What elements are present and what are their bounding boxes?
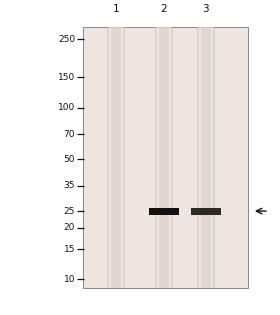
- Text: 35: 35: [64, 181, 75, 191]
- Text: 150: 150: [58, 73, 75, 82]
- Text: 250: 250: [58, 35, 75, 44]
- Bar: [108, 27, 125, 288]
- Text: 100: 100: [58, 103, 75, 112]
- Bar: [171, 27, 173, 288]
- Text: 50: 50: [64, 155, 75, 164]
- Bar: [149, 208, 179, 215]
- Bar: [83, 27, 248, 288]
- Bar: [155, 27, 172, 288]
- Text: 3: 3: [202, 4, 209, 14]
- Bar: [159, 27, 169, 288]
- Bar: [213, 27, 215, 288]
- Bar: [111, 27, 121, 288]
- Text: 15: 15: [64, 245, 75, 254]
- Bar: [191, 208, 221, 215]
- Text: 2: 2: [160, 4, 167, 14]
- Bar: [123, 27, 125, 288]
- Text: 1: 1: [113, 4, 120, 14]
- Text: 70: 70: [64, 130, 75, 139]
- Bar: [107, 27, 109, 288]
- Text: 25: 25: [64, 207, 75, 215]
- Text: 20: 20: [64, 223, 75, 232]
- Text: 10: 10: [64, 275, 75, 284]
- Bar: [155, 27, 157, 288]
- Bar: [197, 27, 214, 288]
- Bar: [201, 27, 211, 288]
- Bar: [197, 27, 199, 288]
